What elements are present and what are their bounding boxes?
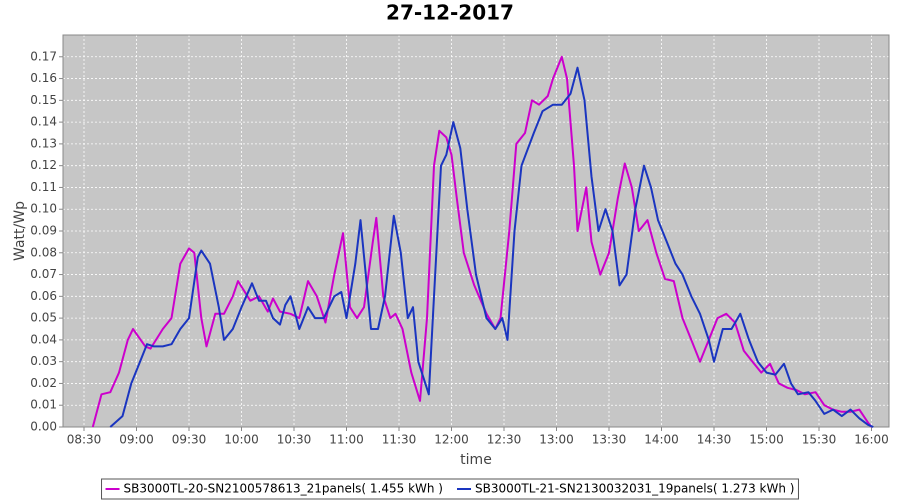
x-tick-label: 12:30 <box>487 433 522 447</box>
y-tick-label: 0.11 <box>30 180 57 194</box>
legend-label: SB3000TL-21-SN2130032031_19panels( 1.273… <box>475 482 794 496</box>
y-tick-label: 0.04 <box>30 332 57 346</box>
y-tick-label: 0.07 <box>30 267 57 281</box>
y-tick-label: 0.12 <box>30 158 57 172</box>
series-line <box>91 55 873 428</box>
x-tick-label: 15:30 <box>802 433 837 447</box>
y-tick-label: 0.13 <box>30 136 57 150</box>
y-tick-label: 0.02 <box>30 376 57 390</box>
legend-label: SB3000TL-20-SN2100578613_21panels( 1.455… <box>124 482 443 496</box>
x-tick-label: 09:00 <box>119 433 154 447</box>
x-axis-title: time <box>460 452 492 468</box>
y-tick-label: 0.08 <box>30 245 57 259</box>
x-tick-label: 15:00 <box>749 433 784 447</box>
y-tick-label: 0.17 <box>30 49 57 63</box>
x-tick-label: 08:30 <box>67 433 102 447</box>
y-axis-title: Watt/Wp <box>12 201 28 261</box>
y-tick-label: 0.16 <box>30 71 57 85</box>
x-tick-label: 10:00 <box>224 433 259 447</box>
plot-border <box>62 34 890 428</box>
y-tick-label: 0.00 <box>30 420 57 434</box>
y-tick-label: 0.09 <box>30 224 57 238</box>
x-tick-label: 12:00 <box>434 433 469 447</box>
x-tick-label: 10:30 <box>277 433 312 447</box>
y-tick-label: 0.15 <box>30 93 57 107</box>
y-tick-label: 0.14 <box>30 115 57 129</box>
x-tick-label: 11:00 <box>329 433 364 447</box>
x-tick-label: 14:00 <box>644 433 679 447</box>
series-line <box>109 66 874 428</box>
x-tick-label: 13:00 <box>539 433 574 447</box>
x-tick-label: 14:30 <box>697 433 732 447</box>
y-tick-label: 0.03 <box>30 354 57 368</box>
y-tick-label: 0.10 <box>30 202 57 216</box>
x-tick-label: 13:30 <box>592 433 627 447</box>
y-tick-label: 0.01 <box>30 398 57 412</box>
chart-title: 27-12-2017 <box>386 1 514 25</box>
x-tick-label: 16:00 <box>854 433 889 447</box>
legend-box <box>101 478 799 500</box>
x-tick-label: 09:30 <box>172 433 207 447</box>
x-tick-label: 11:30 <box>382 433 417 447</box>
y-tick-label: 0.06 <box>30 289 57 303</box>
legend: SB3000TL-20-SN2100578613_21panels( 1.455… <box>105 482 794 496</box>
y-tick-label: 0.05 <box>30 311 57 325</box>
